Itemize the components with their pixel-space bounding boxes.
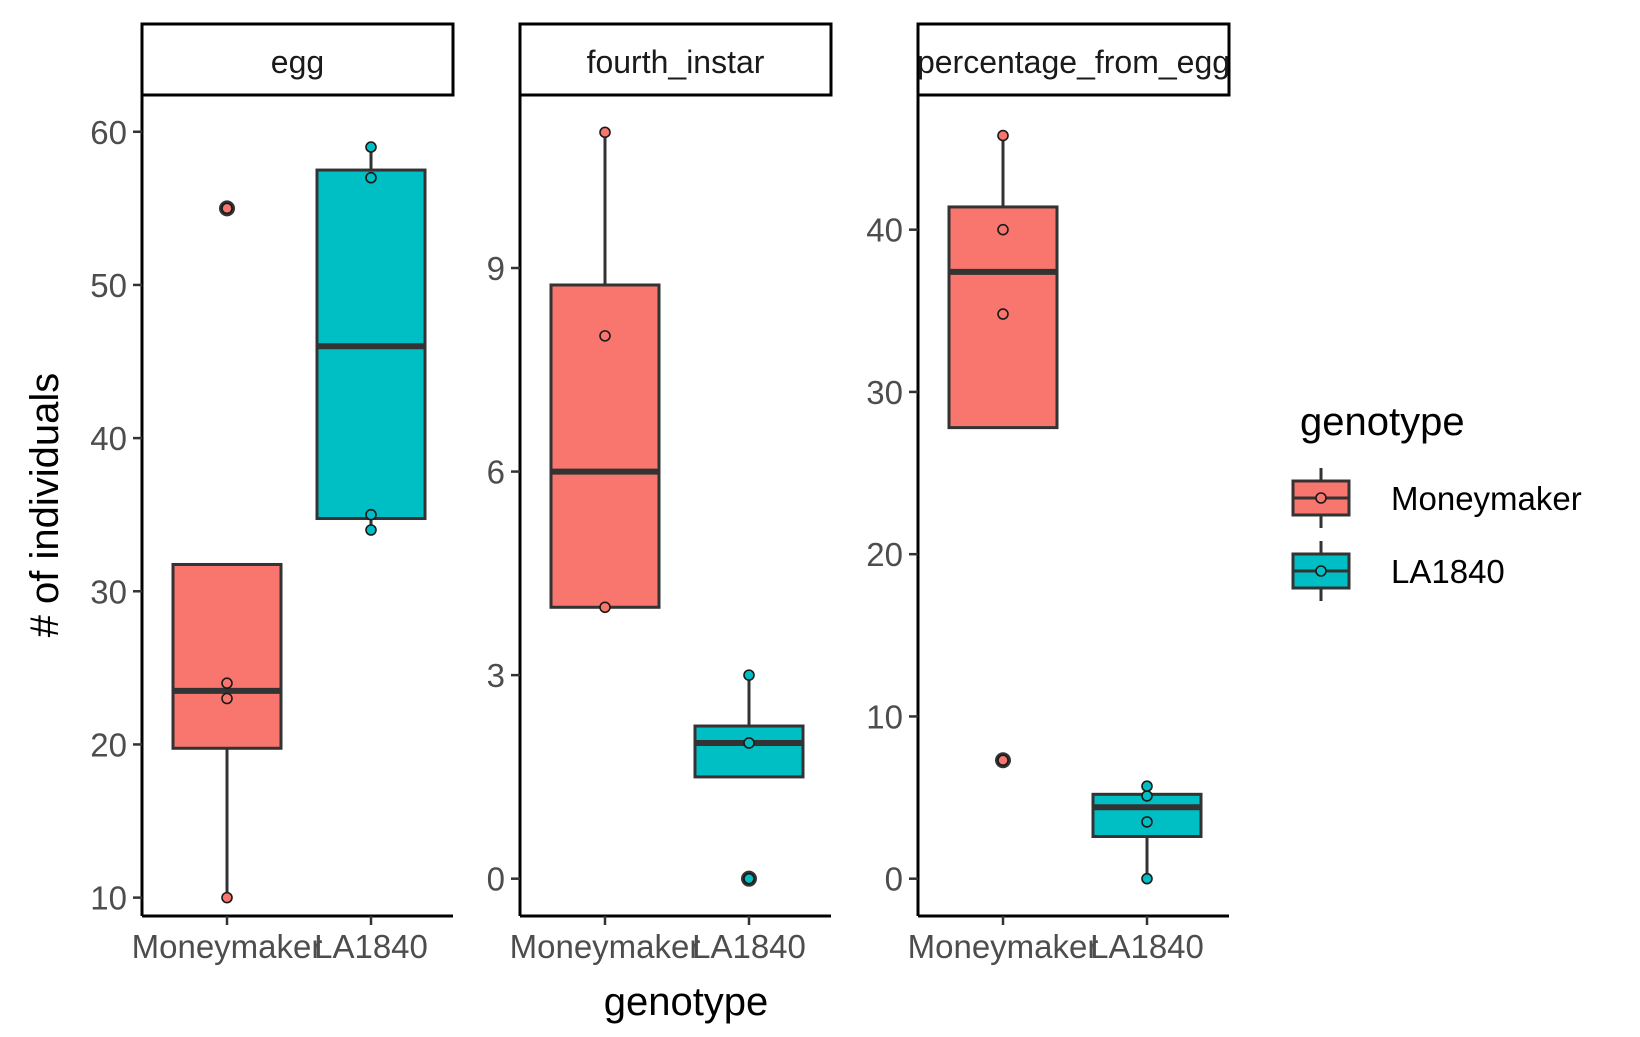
x-tick-label: Moneymaker — [908, 928, 1099, 965]
data-point — [365, 171, 377, 184]
strip-box — [916, 22, 1231, 97]
y-tick-label: 10 — [90, 880, 127, 917]
box-la1840 — [693, 669, 805, 887]
data-point — [997, 754, 1009, 767]
y-tick-label: 10 — [866, 698, 903, 735]
y-tick-label: 3 — [487, 657, 505, 694]
y-tick-label: 40 — [90, 420, 127, 457]
x-tick-label: LA1840 — [314, 928, 428, 965]
legend-key-moneymaker — [1291, 468, 1351, 528]
data-point — [365, 508, 377, 521]
data-point — [743, 669, 755, 681]
x-tick-label: LA1840 — [1090, 928, 1204, 965]
x-tick-label: Moneymaker — [132, 928, 323, 965]
legend-label: LA1840 — [1391, 553, 1505, 590]
box-la1840 — [1091, 780, 1203, 885]
strip-label: percentage_from_egg — [917, 44, 1230, 80]
y-tick-label: 9 — [487, 250, 505, 287]
strip-label: egg — [271, 44, 324, 80]
data-point — [1141, 872, 1153, 885]
box-moneymaker — [549, 126, 661, 614]
facet-panel: percentage_from_egg 0 10 20 30 40 MoneymakerLA… — [866, 22, 1231, 965]
y-tick-label: 0 — [885, 861, 903, 898]
facet-panels: egg102030405060MoneymakerLA1840fourth_in… — [90, 22, 1231, 965]
data-point — [743, 737, 755, 749]
legend-point — [1315, 565, 1327, 577]
y-tick-label: 0 — [487, 861, 505, 898]
x-axis-title: genotype — [604, 980, 769, 1024]
data-point — [743, 872, 755, 885]
x-tick-label: Moneymaker — [510, 928, 701, 965]
strip-label: fourth_instar — [587, 44, 765, 80]
data-point — [365, 141, 377, 153]
data-point — [221, 677, 233, 689]
y-tick-label: 20 — [866, 536, 903, 573]
legend-key-la1840 — [1291, 541, 1351, 601]
legend-label: Moneymaker — [1391, 480, 1582, 517]
y-tick-label: 20 — [90, 726, 127, 763]
y-tick-label: 50 — [90, 267, 127, 304]
box-moneymaker — [171, 200, 283, 904]
data-point — [599, 601, 611, 614]
legend-title: genotype — [1300, 400, 1465, 444]
data-point — [997, 223, 1009, 236]
box-iqr — [693, 724, 805, 779]
data-point — [221, 202, 233, 215]
data-point — [1141, 790, 1153, 802]
y-axis-title: # of individuals — [23, 373, 67, 638]
box-moneymaker — [947, 129, 1059, 769]
y-tick-label: 30 — [90, 573, 127, 610]
y-tick-label: 40 — [866, 212, 903, 249]
data-point — [365, 524, 377, 536]
strip-box — [140, 22, 455, 97]
data-point — [997, 308, 1009, 320]
data-point — [1141, 780, 1153, 792]
data-point — [1141, 816, 1153, 828]
y-tick-label: 6 — [487, 454, 505, 491]
legend: genotype Moneymaker LA1840 — [1291, 400, 1582, 601]
box-iqr — [171, 562, 283, 750]
x-tick-label: LA1840 — [692, 928, 806, 965]
legend-point — [1315, 492, 1327, 504]
box-la1840 — [315, 141, 427, 536]
data-point — [599, 330, 611, 342]
data-point — [221, 692, 233, 705]
data-point — [599, 126, 611, 139]
data-point — [997, 129, 1009, 142]
data-point — [221, 891, 233, 904]
strip-box — [518, 22, 833, 97]
y-tick-label: 60 — [90, 114, 127, 151]
y-tick-label: 30 — [866, 374, 903, 411]
